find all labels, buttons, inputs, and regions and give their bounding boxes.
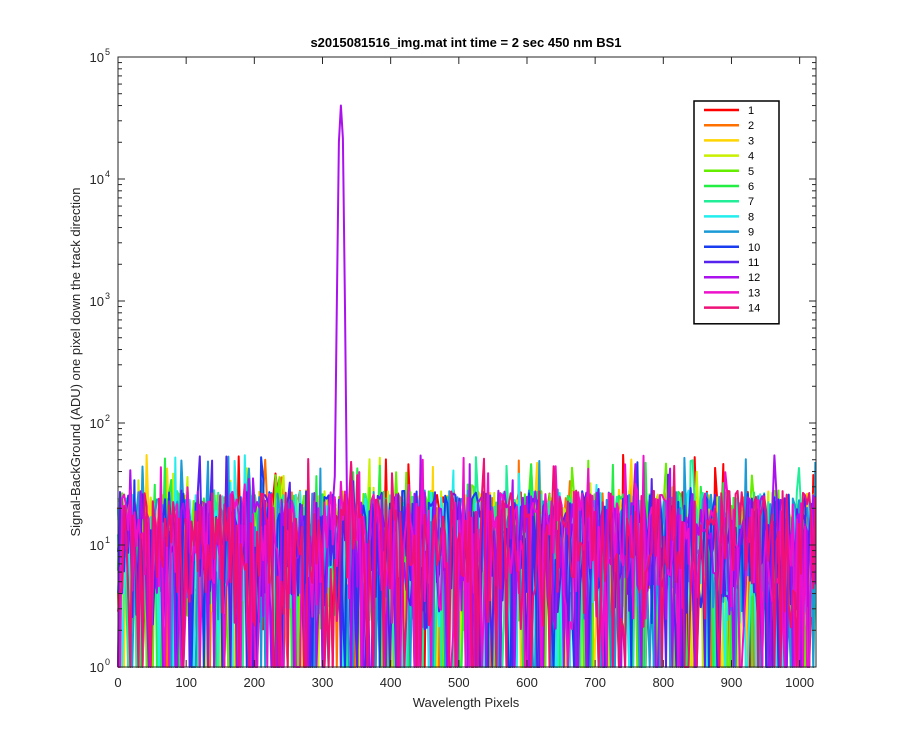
x-axis-label: Wavelength Pixels bbox=[413, 695, 520, 710]
legend-label-13: 13 bbox=[748, 287, 760, 299]
legend-label-10: 10 bbox=[748, 242, 760, 254]
axes-box bbox=[117, 56, 817, 668]
x-tick-label: 500 bbox=[448, 675, 470, 690]
legend-label-6: 6 bbox=[748, 181, 754, 193]
x-tick-label: 600 bbox=[516, 675, 538, 690]
x-tick-label: 700 bbox=[584, 675, 606, 690]
y-tick-label-base: 10 bbox=[90, 294, 104, 309]
y-tick-label-exponent: 0 bbox=[105, 657, 110, 667]
legend-label-5: 5 bbox=[748, 166, 754, 178]
y-tick-label-exponent: 3 bbox=[105, 291, 110, 301]
y-tick-label: 10 4 bbox=[90, 169, 110, 187]
y-tick-label-exponent: 1 bbox=[105, 535, 110, 545]
y-tick-label-base: 10 bbox=[90, 172, 104, 187]
x-tick-label: 800 bbox=[652, 675, 674, 690]
y-tick-label: 10 3 bbox=[90, 291, 110, 309]
y-tick-label: 10 1 bbox=[90, 535, 110, 553]
x-tick-label: 200 bbox=[243, 675, 265, 690]
x-tick-label: 300 bbox=[312, 675, 334, 690]
legend-label-3: 3 bbox=[748, 135, 754, 147]
y-tick-label-base: 10 bbox=[90, 538, 104, 553]
y-tick-label-exponent: 4 bbox=[105, 169, 110, 179]
y-tick-label: 10 0 bbox=[90, 657, 110, 675]
y-tick-label-exponent: 5 bbox=[105, 47, 110, 57]
legend-box bbox=[693, 100, 780, 325]
y-tick-label-base: 10 bbox=[90, 50, 104, 65]
legend-label-2: 2 bbox=[748, 120, 754, 132]
legend-label-9: 9 bbox=[748, 227, 754, 239]
y-tick-label-base: 10 bbox=[90, 660, 104, 675]
y-tick-label: 10 5 bbox=[90, 47, 110, 65]
series-14-line bbox=[117, 457, 817, 668]
legend-label-11: 11 bbox=[748, 257, 759, 269]
x-tick-label: 900 bbox=[721, 675, 743, 690]
legend-label-1: 1 bbox=[748, 105, 754, 117]
chart-title: s2015081516_img.mat int time = 2 sec 450… bbox=[310, 35, 621, 50]
legend-label-4: 4 bbox=[748, 151, 754, 163]
legend-label-14: 14 bbox=[748, 303, 760, 315]
x-tick-label: 1000 bbox=[785, 675, 814, 690]
y-tick-label-base: 10 bbox=[90, 416, 104, 431]
y-axis-label: Signal-BackGround (ADU) one pixel down t… bbox=[68, 187, 83, 536]
y-tick-label-exponent: 2 bbox=[105, 413, 110, 423]
legend-label-7: 7 bbox=[748, 196, 754, 208]
legend-label-8: 8 bbox=[748, 211, 754, 223]
legend-label-12: 12 bbox=[748, 272, 760, 284]
x-tick-label: 0 bbox=[114, 675, 121, 690]
x-tick-label: 100 bbox=[175, 675, 197, 690]
y-tick-label: 10 2 bbox=[90, 413, 110, 431]
x-tick-label: 400 bbox=[380, 675, 402, 690]
